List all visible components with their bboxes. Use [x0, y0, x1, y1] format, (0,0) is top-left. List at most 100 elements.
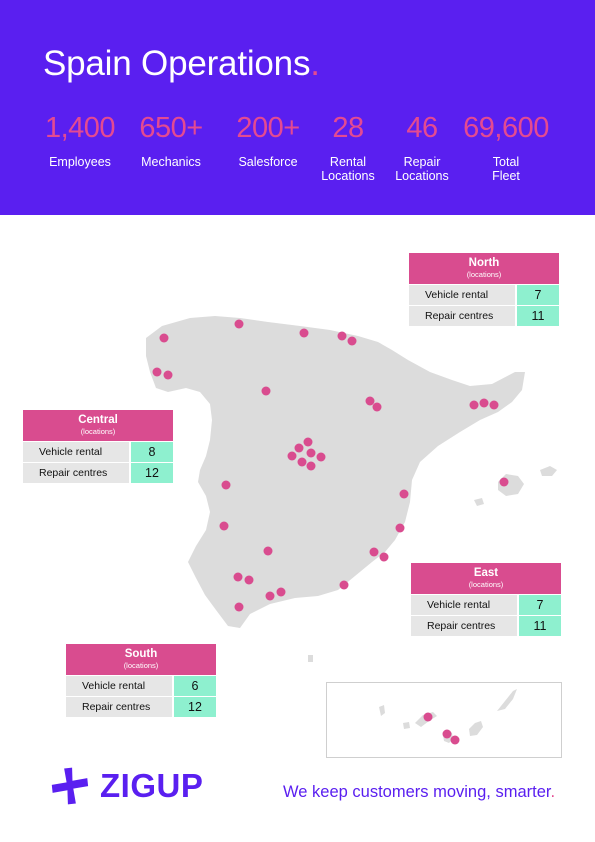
ibiza-island-shape — [474, 498, 484, 506]
location-dot — [294, 443, 304, 453]
region-row: Vehicle rental 6 — [66, 676, 216, 696]
stat-label: Total Fleet — [492, 155, 520, 183]
row-label: Repair centres — [409, 306, 515, 326]
stat-total-fleet: 69,600 Total Fleet — [460, 112, 552, 183]
tagline: We keep customers moving, smarter. — [283, 783, 555, 802]
location-dot — [234, 602, 244, 612]
region-name: South — [124, 648, 158, 660]
location-dot — [276, 587, 286, 597]
location-dot — [219, 521, 229, 531]
region-card-south: South (locations) Vehicle rental 6 Repair… — [66, 644, 216, 717]
location-dot — [221, 480, 231, 490]
location-dot — [159, 333, 169, 343]
island-shape — [469, 721, 483, 736]
location-dot — [372, 402, 382, 412]
region-subtitle: (locations) — [466, 270, 502, 279]
location-dot — [442, 729, 452, 739]
row-value: 7 — [517, 285, 559, 305]
page-title: Spain Operations. — [43, 44, 320, 84]
location-dot — [287, 451, 297, 461]
stat-value: 46 — [406, 112, 438, 144]
stat-value: 28 — [332, 112, 364, 144]
row-label: Vehicle rental — [66, 676, 172, 696]
location-dot — [297, 457, 307, 467]
region-row: Repair centres 12 — [23, 463, 173, 483]
location-dot — [499, 477, 509, 487]
stat-repair-locations: 46 Repair Locations — [376, 112, 468, 183]
region-card-header: East (locations) — [411, 563, 561, 594]
row-label: Repair centres — [66, 697, 172, 717]
island-shape — [497, 689, 517, 711]
stat-mechanics: 650+ Mechanics — [125, 112, 217, 169]
row-label: Vehicle rental — [23, 442, 129, 462]
stat-label: Rental Locations — [321, 155, 375, 183]
region-name: Central — [78, 414, 118, 426]
zigup-logo: ZIGUP — [50, 766, 203, 806]
location-dot — [244, 575, 254, 585]
stat-employees: 1,400 Employees — [34, 112, 126, 169]
location-dot — [369, 547, 379, 557]
stat-value: 200+ — [236, 112, 300, 144]
stat-label: Salesforce — [238, 155, 298, 169]
stat-value: 69,600 — [463, 112, 549, 144]
location-dot — [316, 452, 326, 462]
canary-islands-inset — [326, 682, 562, 758]
stat-label: Employees — [49, 155, 111, 169]
location-dot — [395, 523, 405, 533]
region-card-east: East (locations) Vehicle rental 7 Repair … — [411, 563, 561, 636]
row-value: 12 — [131, 463, 173, 483]
location-dot — [303, 437, 313, 447]
island-shape — [379, 705, 385, 716]
location-dot — [306, 448, 316, 458]
region-row: Repair centres 12 — [66, 697, 216, 717]
region-row: Repair centres 11 — [411, 616, 561, 636]
stat-value: 1,400 — [44, 112, 116, 144]
location-dot — [306, 461, 316, 471]
region-card-central: Central (locations) Vehicle rental 8 Repa… — [23, 410, 173, 483]
region-row: Vehicle rental 7 — [411, 595, 561, 615]
tagline-accent-dot: . — [550, 783, 556, 801]
region-card-header: North (locations) — [409, 253, 559, 284]
location-dot — [265, 591, 275, 601]
location-dot — [261, 386, 271, 396]
ceuta-shape — [308, 655, 313, 662]
location-dots — [152, 319, 509, 612]
row-label: Repair centres — [23, 463, 129, 483]
row-value: 8 — [131, 442, 173, 462]
row-value: 12 — [174, 697, 216, 717]
menorca-island-shape — [540, 466, 557, 476]
region-subtitle: (locations) — [80, 427, 116, 436]
location-dot — [337, 331, 347, 341]
region-subtitle: (locations) — [468, 580, 504, 589]
region-name: East — [473, 567, 499, 579]
row-label: Vehicle rental — [409, 285, 515, 305]
location-dot — [339, 580, 349, 590]
region-name: North — [468, 257, 500, 269]
row-value: 6 — [174, 676, 216, 696]
location-dot — [423, 712, 433, 722]
zigup-plus-mark-icon — [51, 767, 89, 805]
location-dot — [399, 489, 409, 499]
stat-rental-locations: 28 Rental Locations — [302, 112, 394, 183]
stat-salesforce: 200+ Salesforce — [222, 112, 314, 169]
row-label: Repair centres — [411, 616, 517, 636]
page-title-text: Spain Operations — [43, 44, 311, 83]
location-dot — [163, 370, 173, 380]
location-dot — [365, 396, 375, 406]
location-dot — [379, 552, 389, 562]
iberian-peninsula-shape — [146, 316, 525, 628]
location-dot — [450, 735, 460, 745]
region-row: Repair centres 11 — [409, 306, 559, 326]
location-dot — [469, 400, 479, 410]
location-dot — [233, 572, 243, 582]
logo-wordmark: ZIGUP — [100, 767, 204, 804]
region-subtitle: (locations) — [123, 661, 159, 670]
row-value: 11 — [519, 616, 561, 636]
canary-islands-map — [379, 689, 517, 745]
region-row: Vehicle rental 7 — [409, 285, 559, 305]
stat-label: Mechanics — [141, 155, 201, 169]
island-shape — [403, 722, 410, 729]
location-dot — [299, 328, 309, 338]
row-label: Vehicle rental — [411, 595, 517, 615]
tagline-text: We keep customers moving, smarter — [283, 783, 551, 801]
